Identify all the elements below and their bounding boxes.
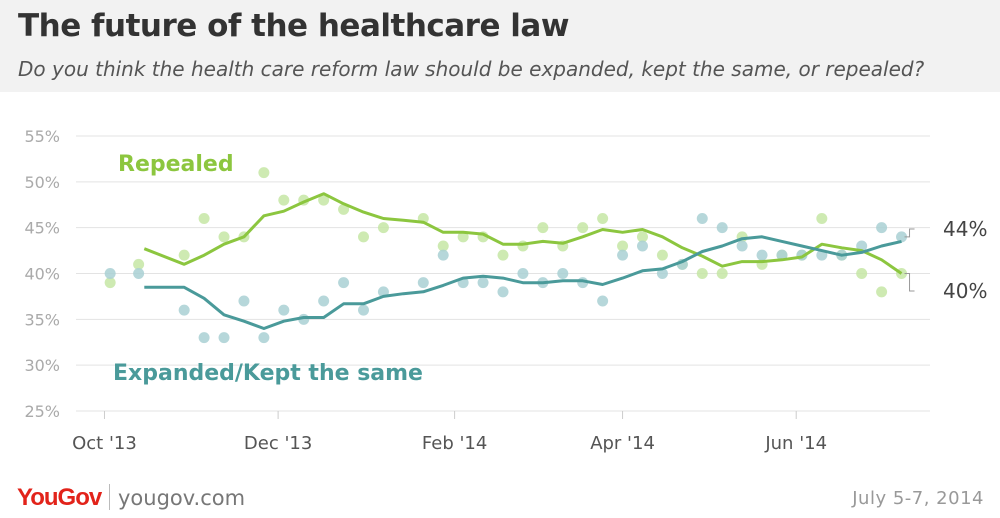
y-tick-label: 50% bbox=[24, 173, 60, 192]
repealed-data-point bbox=[338, 203, 350, 215]
expanded-data-point bbox=[636, 240, 648, 252]
repealed-data-point bbox=[537, 222, 549, 234]
repealed-data-point bbox=[696, 268, 708, 279]
y-tick-label: 25% bbox=[24, 402, 60, 421]
repealed-data-point bbox=[856, 268, 868, 279]
repealed-end-leader bbox=[904, 273, 915, 292]
repealed-data-point bbox=[656, 249, 668, 261]
repealed-data-point bbox=[617, 240, 629, 252]
expanded-data-point bbox=[557, 268, 569, 279]
repealed-data-point bbox=[278, 194, 290, 206]
repealed-data-point bbox=[457, 231, 469, 243]
expanded-series-label: Expanded/Kept the same bbox=[113, 361, 423, 386]
expanded-data-point bbox=[896, 231, 908, 243]
expanded-data-point bbox=[218, 332, 230, 344]
x-tick-label: Apr '14 bbox=[590, 433, 655, 454]
footer-divider bbox=[109, 484, 110, 510]
repealed-data-point bbox=[816, 213, 828, 224]
expanded-data-point bbox=[517, 268, 529, 279]
chart-title: The future of the healthcare law bbox=[18, 8, 569, 44]
expanded-end-label: 44% bbox=[943, 217, 987, 241]
repealed-data-point bbox=[497, 249, 509, 261]
expanded-trend-line bbox=[144, 235, 902, 330]
trend-lines bbox=[143, 192, 903, 330]
expanded-data-point bbox=[318, 295, 330, 307]
repealed-data-point bbox=[133, 258, 145, 270]
expanded-data-point bbox=[258, 332, 270, 344]
x-tick-label: Dec '13 bbox=[244, 433, 312, 454]
expanded-data-point bbox=[417, 277, 429, 289]
x-tick-label: Jun '14 bbox=[764, 433, 827, 454]
survey-date: July 5-7, 2014 bbox=[852, 488, 984, 509]
chart-subtitle: Do you think the health care reform law … bbox=[18, 57, 925, 81]
data-points bbox=[104, 167, 908, 344]
repealed-data-point bbox=[636, 231, 648, 243]
chart-header: The future of the healthcare law Do you … bbox=[0, 0, 1000, 92]
y-tick-label: 30% bbox=[24, 356, 60, 375]
y-tick-label: 55% bbox=[24, 127, 60, 146]
y-axis-ticks: 25% 30% 35% 40% 45% 50% 55% bbox=[24, 127, 60, 421]
y-tick-label: 35% bbox=[24, 310, 60, 329]
expanded-data-point bbox=[617, 249, 629, 261]
x-tick-label: Oct '13 bbox=[72, 433, 137, 454]
repealed-end-label: 40% bbox=[943, 279, 987, 303]
repealed-data-point bbox=[716, 268, 728, 279]
expanded-data-point bbox=[178, 304, 190, 316]
repealed-data-point bbox=[358, 231, 370, 243]
repealed-data-point bbox=[597, 213, 609, 224]
x-tick-label: Feb '14 bbox=[422, 433, 487, 454]
repealed-trend-line bbox=[143, 192, 903, 275]
repealed-data-point bbox=[198, 213, 210, 224]
expanded-data-point bbox=[238, 295, 250, 307]
expanded-data-point bbox=[477, 277, 489, 289]
repealed-data-point bbox=[104, 277, 116, 289]
expanded-data-point bbox=[437, 249, 449, 261]
expanded-data-point bbox=[338, 277, 350, 289]
expanded-data-point bbox=[597, 295, 609, 307]
gridlines bbox=[76, 135, 930, 412]
expanded-data-point bbox=[696, 213, 708, 224]
repealed-data-point bbox=[437, 240, 449, 252]
repealed-data-point bbox=[377, 222, 389, 234]
repealed-series-label: Repealed bbox=[118, 152, 234, 177]
repealed-data-point bbox=[318, 194, 330, 206]
expanded-data-point bbox=[104, 268, 116, 279]
y-tick-label: 40% bbox=[24, 265, 60, 284]
expanded-data-point bbox=[756, 249, 768, 261]
expanded-end-leader bbox=[904, 228, 915, 238]
expanded-data-point bbox=[656, 268, 668, 279]
expanded-data-point bbox=[198, 332, 210, 344]
repealed-data-point bbox=[178, 249, 190, 261]
expanded-data-point bbox=[358, 304, 370, 316]
x-axis-ticks: Oct '13 Dec '13 Feb '14 Apr '14 Jun '14 bbox=[72, 411, 827, 454]
series-labels: Repealed Expanded/Kept the same 40% 44% bbox=[113, 152, 987, 386]
expanded-data-point bbox=[497, 286, 509, 298]
expanded-data-point bbox=[716, 222, 728, 234]
y-tick-label: 45% bbox=[24, 219, 60, 238]
line-chart: 25% 30% 35% 40% 45% 50% 55% Oct '13 Dec '13 Feb … bbox=[24, 127, 987, 454]
repealed-data-point bbox=[258, 167, 270, 179]
repealed-data-point bbox=[876, 286, 888, 298]
expanded-data-point bbox=[278, 304, 290, 316]
yougov-logo: YouGov bbox=[17, 484, 102, 511]
repealed-data-point bbox=[577, 222, 589, 234]
expanded-data-point bbox=[133, 268, 145, 279]
repealed-data-point bbox=[218, 231, 230, 243]
footer-site-link[interactable]: yougov.com bbox=[118, 486, 246, 510]
expanded-data-point bbox=[736, 240, 748, 252]
expanded-data-point bbox=[876, 222, 888, 234]
